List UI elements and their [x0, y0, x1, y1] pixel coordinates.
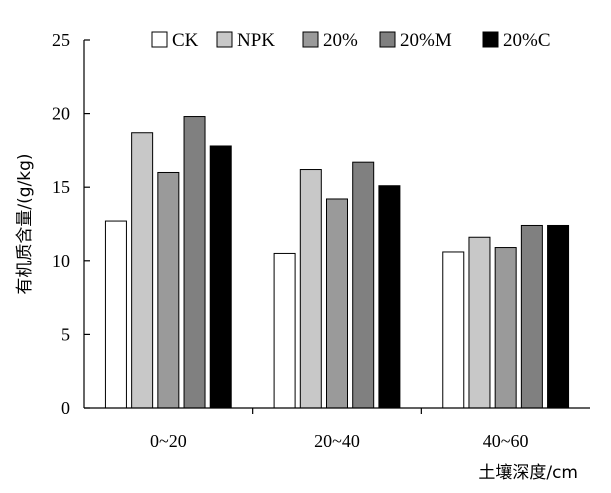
- x-tick-label: 20~40: [314, 431, 360, 451]
- bar-20pctm-0: [183, 116, 206, 409]
- legend-label: NPK: [237, 30, 275, 51]
- x-tick-label: 0~20: [150, 431, 187, 451]
- y-tick-label: 15: [52, 177, 70, 197]
- legend: CK NPK 20% 20%M 20%C: [151, 30, 551, 51]
- bar-ck-2: [442, 251, 465, 409]
- x-axis-title: 土壤深度/cm: [478, 462, 578, 483]
- legend-swatch: [151, 31, 168, 48]
- bar-npk-0: [131, 132, 154, 409]
- legend-swatch: [379, 31, 396, 48]
- bar-20pctm-2: [520, 224, 543, 409]
- y-axis-title: 有机质含量/(g/kg): [15, 153, 35, 294]
- y-tick-label: 25: [52, 30, 70, 50]
- y-tick-label: 5: [61, 324, 70, 344]
- x-tick-label: 40~60: [483, 431, 529, 451]
- bar-20pct-1: [326, 198, 348, 409]
- bar-20pctc-1: [378, 185, 401, 409]
- bar-20pctc-0: [209, 145, 232, 409]
- legend-swatch: [482, 31, 499, 48]
- x-ticks: 0~20 20~40 40~60: [150, 408, 529, 451]
- legend-swatch: [302, 31, 319, 48]
- legend-label: 20%: [323, 30, 358, 51]
- y-ticks: 0 5 10 15 20 25: [52, 30, 90, 418]
- bar-20pct-0: [157, 171, 180, 409]
- legend-label: 20%C: [503, 30, 551, 51]
- bar-20pct-2: [494, 247, 517, 409]
- axes: [83, 40, 590, 409]
- bar-npk-2: [468, 236, 491, 409]
- y-tick-label: 0: [61, 398, 70, 418]
- bar-ck-0: [104, 220, 127, 409]
- legend-label: CK: [172, 30, 199, 51]
- bar-npk-1: [299, 169, 322, 409]
- legend-swatch: [216, 31, 233, 48]
- legend-label: 20%M: [400, 30, 452, 51]
- y-tick-label: 10: [52, 251, 70, 271]
- bar-ck-1: [273, 252, 296, 409]
- y-tick-label: 20: [52, 104, 70, 124]
- bar-20pctc-2: [547, 224, 570, 409]
- bar-20pctm-1: [352, 161, 375, 409]
- bars: [104, 116, 570, 409]
